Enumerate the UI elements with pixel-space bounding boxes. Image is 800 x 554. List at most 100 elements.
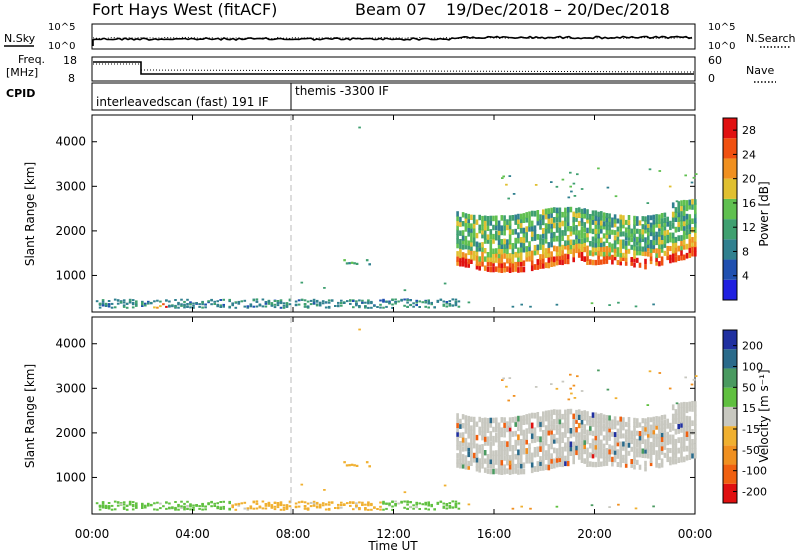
velocity-cell	[577, 432, 581, 438]
velocity-cell	[514, 463, 517, 470]
power-cell	[553, 260, 556, 267]
power-cell	[674, 246, 678, 253]
power-cell	[492, 238, 495, 244]
velocity-cell	[95, 502, 99, 505]
power-cell	[613, 239, 617, 245]
power-cell	[555, 246, 559, 252]
power-cell	[470, 223, 473, 229]
velocity-cell	[461, 440, 465, 447]
power-cell	[536, 264, 540, 270]
power-cell	[101, 300, 105, 303]
power-cell	[580, 226, 584, 232]
power-cell	[597, 254, 600, 260]
power-cell	[180, 304, 183, 307]
velocity-cell	[470, 447, 473, 453]
velocity-cell	[630, 446, 633, 452]
power-cell	[594, 259, 598, 266]
power-cell	[489, 239, 493, 245]
velocity-cell	[249, 507, 253, 510]
power-cell	[483, 234, 487, 240]
velocity-cell	[567, 398, 571, 401]
velocity-cell	[536, 412, 540, 418]
power-cell	[644, 258, 647, 265]
velocity-cell	[680, 451, 683, 458]
power-cell	[682, 244, 686, 250]
power-cell	[658, 223, 661, 229]
velocity-cell	[558, 418, 562, 425]
velocity-cell	[489, 463, 493, 469]
velocity-cell	[542, 441, 545, 447]
power-cell	[530, 220, 534, 227]
velocity-cell	[400, 501, 403, 504]
velocity-cell	[682, 431, 686, 437]
power-cell	[564, 240, 567, 246]
power-cell	[674, 236, 678, 243]
velocity-cell	[500, 441, 504, 447]
velocity-cell	[649, 458, 653, 463]
velocity-cell	[644, 448, 647, 454]
power-cell	[583, 222, 586, 228]
power-cell	[622, 252, 625, 258]
velocity-cell	[589, 452, 592, 458]
power-cell	[500, 229, 504, 236]
power-cell	[391, 303, 394, 306]
velocity-cell	[694, 448, 697, 454]
velocity-cell	[503, 464, 506, 470]
velocity-cell	[522, 415, 526, 421]
power-cell	[550, 226, 553, 233]
velocity-cell	[555, 413, 559, 420]
power-cell	[647, 251, 650, 257]
velocity-cell	[483, 417, 487, 423]
power-cell	[613, 218, 617, 224]
velocity-cell	[561, 437, 564, 443]
power-cell	[674, 211, 678, 218]
velocity-cell	[340, 501, 343, 504]
power-cell	[165, 299, 168, 302]
power-cell	[507, 197, 510, 200]
power-cell	[472, 237, 476, 243]
power-cell	[616, 251, 620, 257]
power-cell	[627, 248, 631, 254]
velocity-cell	[692, 378, 696, 381]
power-cell	[580, 212, 584, 218]
velocity-cell	[309, 501, 313, 504]
power-cell	[306, 300, 310, 303]
velocity-cell	[636, 442, 639, 448]
power-cell	[456, 229, 459, 235]
velocity-cell	[608, 427, 611, 433]
velocity-cell	[456, 453, 459, 459]
velocity-cell	[613, 432, 617, 438]
velocity-cell	[624, 462, 628, 468]
power-cell	[605, 233, 609, 239]
power-cell	[519, 256, 523, 262]
power-cell	[663, 242, 667, 248]
power-cell	[691, 198, 694, 205]
velocity-cell	[566, 422, 570, 428]
power-cell	[249, 305, 253, 308]
power-cell	[608, 216, 611, 222]
velocity-cell	[694, 401, 697, 407]
power-cell	[655, 214, 658, 220]
velocity-cell	[500, 469, 504, 475]
velocity-cell	[566, 446, 570, 453]
velocity-cell	[597, 435, 600, 441]
velocity-cell	[489, 441, 493, 447]
power-cell	[572, 243, 575, 249]
power-cell	[570, 190, 573, 193]
velocity-cell	[156, 501, 159, 504]
power-cell	[522, 213, 526, 219]
power-cell	[583, 256, 586, 262]
power-cell	[647, 239, 650, 245]
velocity-cell	[608, 506, 611, 508]
power-cell	[655, 248, 658, 254]
velocity-cell	[597, 413, 600, 419]
velocity-cell	[633, 443, 636, 449]
power-cell	[210, 299, 213, 302]
velocity-cell	[489, 468, 493, 475]
velocity-cell	[522, 419, 526, 425]
power-cell	[671, 222, 675, 229]
power-colorbar-tick: 24	[742, 148, 756, 161]
velocity-cell	[456, 436, 459, 442]
velocity-cell	[622, 417, 625, 423]
power-cell	[634, 305, 638, 308]
